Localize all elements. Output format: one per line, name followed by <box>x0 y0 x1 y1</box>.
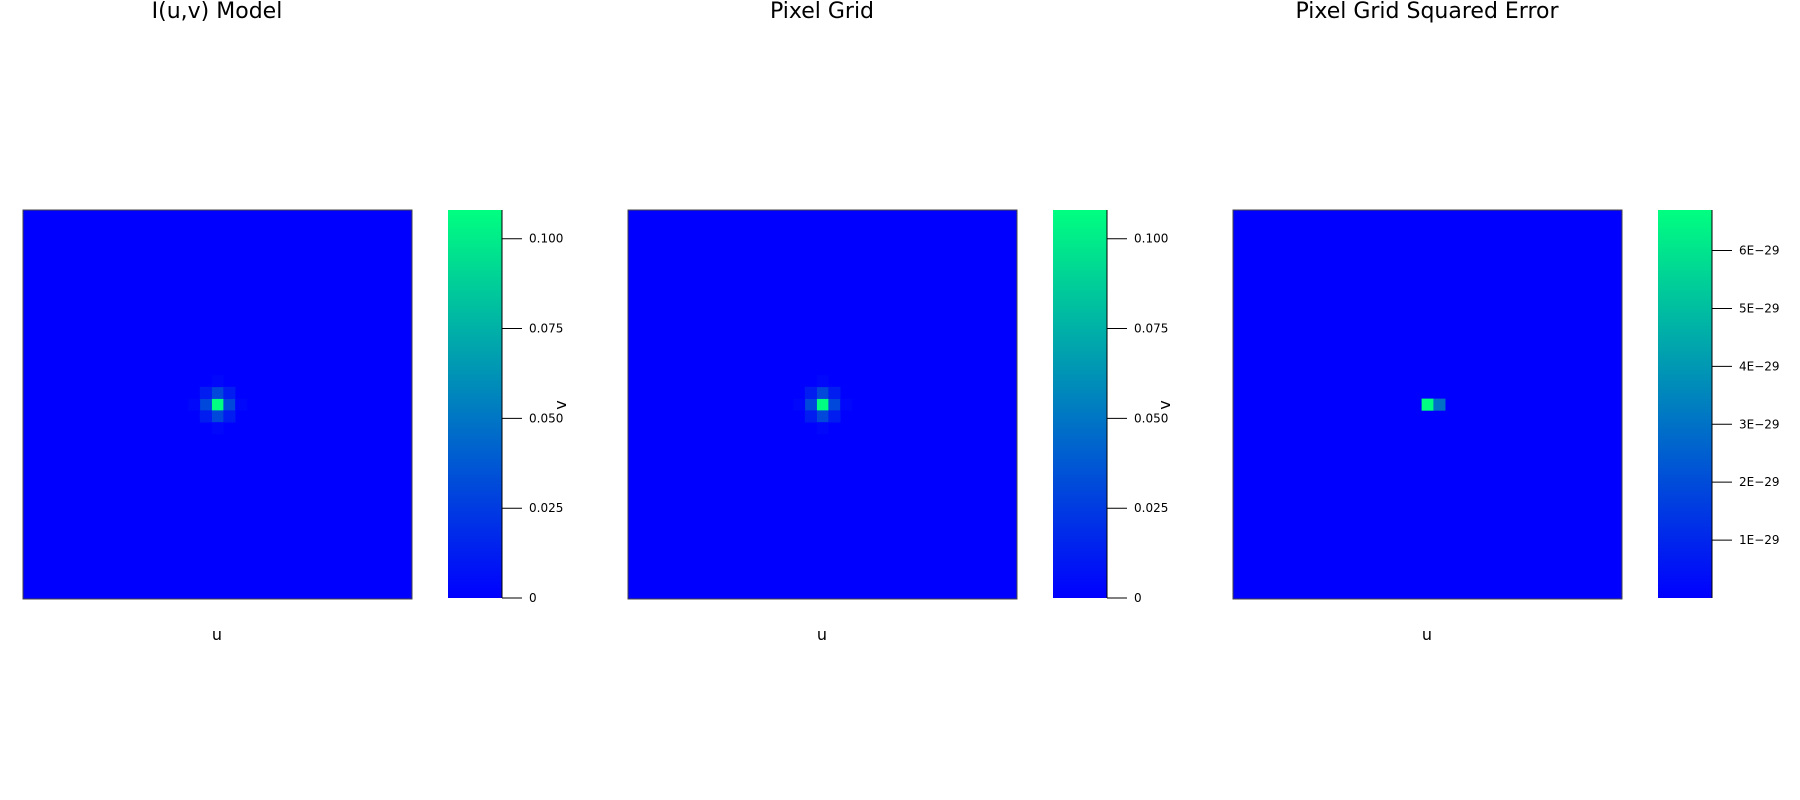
colorbar-tick-label: 0.100 <box>1134 232 1168 246</box>
colorbar-tick-label: 0.025 <box>1134 501 1168 515</box>
heatmap-cell <box>793 398 806 411</box>
heatmap-cell <box>211 386 224 399</box>
heatmap-plot <box>1233 210 1622 599</box>
heatmap-cell <box>235 398 248 411</box>
colorbar-ticks: 0 0.025 0.050 0.075 0.100 <box>502 232 563 605</box>
colorbar-tick-label: 0.025 <box>529 501 563 515</box>
heatmap-cell <box>828 398 841 411</box>
heatmap-cell <box>828 386 841 399</box>
heatmap-cell <box>816 386 829 399</box>
heatmap-cell <box>211 410 224 423</box>
colorbar-tick-label: 6E−29 <box>1739 244 1780 258</box>
colorbar-tick-label: 0.050 <box>529 411 563 425</box>
x-axis-label: u <box>212 625 222 644</box>
y-axis-label: v <box>551 400 570 409</box>
heatmap-cell <box>199 410 212 423</box>
heatmap-cell <box>804 386 817 399</box>
heatmap-cell <box>816 375 829 388</box>
colorbar-ticks: 1E−29 2E−29 3E−29 4E−29 5E−29 6E−29 <box>1712 244 1780 547</box>
x-axis-label: u <box>817 625 827 644</box>
heatmap-cell <box>816 410 829 423</box>
colorbar-gradient <box>1658 210 1712 598</box>
plot-frame <box>627 209 1018 600</box>
colorbar-gradient <box>448 210 502 598</box>
colorbar: 1E−29 2E−29 3E−29 4E−29 5E−29 6E−29 <box>1658 210 1780 598</box>
heatmap-cell <box>223 386 236 399</box>
chart-title: Pixel Grid <box>770 0 874 24</box>
heatmap-cell <box>211 398 224 411</box>
heatmap-plot <box>23 210 412 599</box>
heatmap-cell <box>211 375 224 388</box>
heatmap-plot <box>628 210 1017 599</box>
heatmap-cell <box>223 410 236 423</box>
colorbar-tick-label: 2E−29 <box>1739 475 1780 489</box>
heatmap-cell <box>840 398 853 411</box>
heatmap-cell <box>1433 398 1446 411</box>
panel-squared-error: Pixel Grid Squared Error u 1E−29 2E−29 3E−… <box>1232 0 1780 644</box>
heatmap-cell <box>804 410 817 423</box>
heatmap-cell <box>1421 398 1434 411</box>
heatmap-cell <box>223 398 236 411</box>
colorbar: 0 0.025 0.050 0.075 0.100 <box>1053 210 1168 605</box>
heatmap-cell <box>211 422 224 435</box>
colorbar-tick-label: 4E−29 <box>1739 359 1780 373</box>
panel-pixel-grid: Pixel Grid u v 0 0.025 0.050 0.075 0.100 <box>627 0 1174 644</box>
plot-frame <box>22 209 413 600</box>
colorbar-tick-label: 3E−29 <box>1739 417 1780 431</box>
heatmap-cell <box>199 386 212 399</box>
colorbar-tick-label: 1E−29 <box>1739 533 1780 547</box>
colorbar: 0 0.025 0.050 0.075 0.100 <box>448 210 563 605</box>
heatmap-cell <box>199 398 212 411</box>
panel-model: I(u,v) Model u v 0 0.025 0.050 0.075 0.100 <box>22 0 570 644</box>
colorbar-gradient <box>1053 210 1107 598</box>
colorbar-tick-label: 0 <box>1134 591 1142 605</box>
y-axis-label: v <box>1155 400 1174 409</box>
chart-title: I(u,v) Model <box>152 0 283 24</box>
colorbar-tick-label: 0.050 <box>1134 411 1168 425</box>
colorbar-tick-label: 0.075 <box>529 322 563 336</box>
heatmap-cell <box>828 410 841 423</box>
x-axis-label: u <box>1422 625 1432 644</box>
colorbar-tick-label: 0 <box>529 591 537 605</box>
plot-frame <box>1232 209 1623 600</box>
chart-title: Pixel Grid Squared Error <box>1295 0 1559 24</box>
colorbar-tick-label: 0.075 <box>1134 322 1168 336</box>
colorbar-tick-label: 5E−29 <box>1739 301 1780 315</box>
heatmap-cell <box>804 398 817 411</box>
colorbar-tick-label: 0.100 <box>529 232 563 246</box>
heatmap-cell <box>188 398 201 411</box>
heatmap-cell <box>816 422 829 435</box>
colorbar-ticks: 0 0.025 0.050 0.075 0.100 <box>1107 232 1168 605</box>
heatmap-cell <box>816 398 829 411</box>
